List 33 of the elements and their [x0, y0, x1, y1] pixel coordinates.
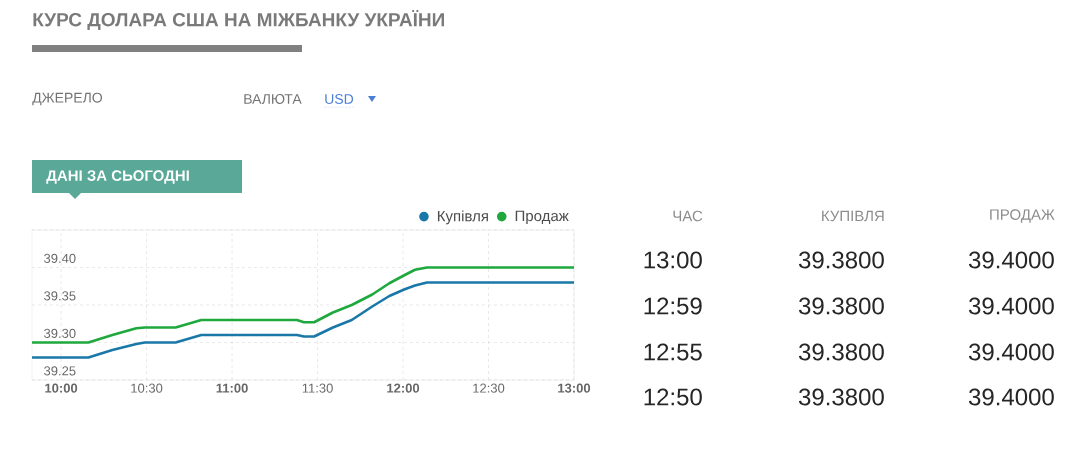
text: 13:00	[644, 251, 702, 269]
legend-label: Купівля	[437, 210, 488, 225]
x-tick-label: 12:30	[473, 383, 505, 393]
x-tick-label: 11:00	[216, 383, 248, 393]
text: 12:59	[644, 297, 702, 315]
text: 39.3800	[798, 297, 884, 315]
text: 12:50	[644, 388, 702, 406]
chart-subtitle: ДАНІ ЗА СЬОГОДНІ	[46, 170, 189, 184]
text: ВАЛЮТА	[244, 94, 302, 104]
text: 12:55	[644, 343, 702, 361]
text: ДЖЕРЕЛО	[32, 92, 103, 106]
x-tick-label: 13:00	[558, 383, 591, 393]
y-tick-label: 39.35	[44, 291, 76, 301]
text: ПРОДАЖ	[990, 209, 1055, 223]
x-tick-label: 12:00	[387, 383, 420, 393]
text: 39.3800	[798, 388, 884, 406]
text: 39.3800	[798, 251, 884, 269]
x-tick-label: 10:30	[131, 383, 163, 393]
text: USD	[325, 94, 354, 104]
text: 39.4000	[968, 343, 1054, 361]
text: КУПІВЛЯ	[822, 210, 884, 222]
y-tick-label: 39.40	[44, 253, 76, 263]
text: 39.4000	[968, 297, 1054, 315]
x-tick-label: 10:00	[45, 383, 78, 393]
legend-label: Продаж	[515, 210, 569, 225]
text: 39.4000	[968, 251, 1054, 269]
text: ЧАС	[673, 210, 703, 222]
y-tick-label: 39.25	[44, 366, 76, 376]
chart-title: КУРС ДОЛАРА США НА МІЖБАНКУ УКРАЇНИ	[33, 10, 444, 30]
x-tick-label: 11:30	[302, 383, 333, 393]
text: 39.4000	[968, 388, 1054, 406]
y-tick-label: 39.30	[44, 328, 76, 338]
text: 39.3800	[798, 343, 884, 361]
